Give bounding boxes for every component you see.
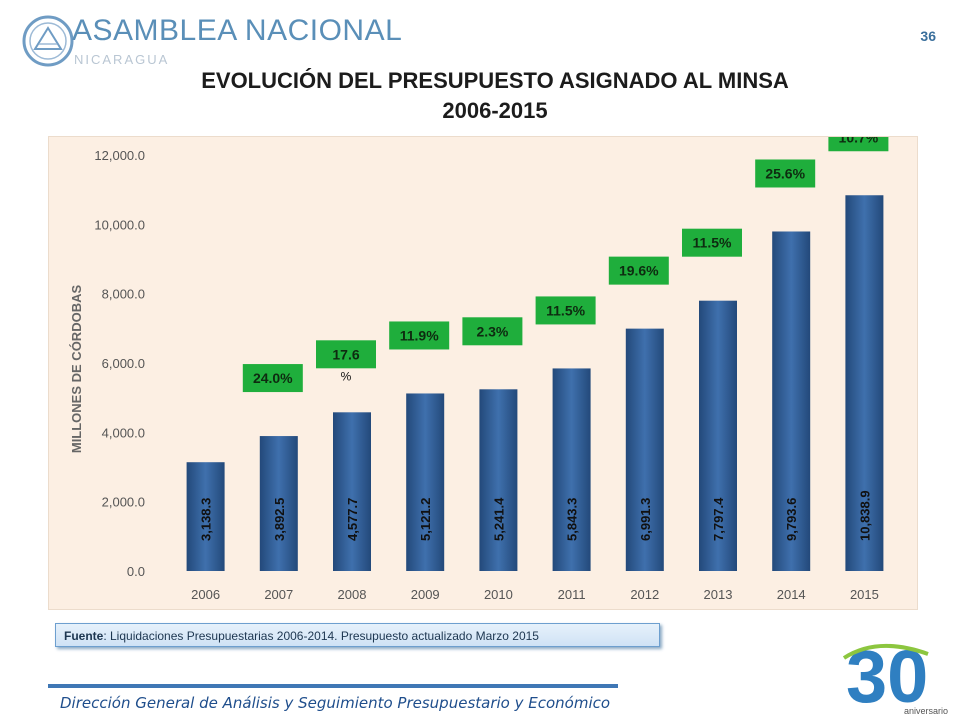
y-tick-label: 4,000.0 bbox=[102, 425, 145, 440]
growth-label: 24.0% bbox=[253, 370, 293, 386]
bar-value-label: 9,793.6 bbox=[784, 498, 799, 541]
y-tick-label: 2,000.0 bbox=[102, 495, 145, 510]
x-tick-label: 2014 bbox=[777, 587, 806, 602]
chart-area: 0.0 2,000.0 4,000.0 6,000.0 8,000.0 10,000.0 1… bbox=[48, 123, 918, 610]
growth-label: 19.6% bbox=[619, 263, 659, 279]
x-tick-label: 2006 bbox=[191, 587, 220, 602]
asamblea-logo: ASAMBLEA NACIONAL NICARAGUA bbox=[22, 12, 402, 72]
x-tick-label: 2015 bbox=[850, 587, 879, 602]
growth-box bbox=[535, 296, 596, 325]
growth-label: 10.7% bbox=[839, 137, 879, 145]
bar bbox=[625, 328, 664, 571]
bar bbox=[699, 300, 737, 571]
logo-subtitle: NICARAGUA bbox=[74, 52, 170, 67]
bar bbox=[552, 368, 591, 571]
bar-value-label: 5,121.2 bbox=[418, 498, 433, 541]
bar-value-label: 5,843.3 bbox=[565, 498, 580, 541]
page-number: 36 bbox=[920, 28, 936, 44]
logo-title: ASAMBLEA NACIONAL bbox=[72, 14, 403, 47]
anniversary-logo: 30 aniversario bbox=[838, 628, 960, 720]
y-tick-label: 6,000.0 bbox=[102, 356, 145, 371]
bar-value-label: 3,892.5 bbox=[272, 498, 287, 541]
title-line-1: EVOLUCIÓN DEL PRESUPUESTO ASIGNADO AL MI… bbox=[201, 68, 789, 93]
growth-label-suffix: % bbox=[341, 369, 352, 383]
y-tick-label: 12,000.0 bbox=[94, 148, 145, 163]
bar-value-label: 3,138.3 bbox=[199, 498, 214, 541]
growth-box bbox=[755, 159, 816, 188]
y-axis-label: MILLONES DE CÓRDOBAS bbox=[69, 285, 84, 454]
growth-label: 25.6% bbox=[765, 165, 805, 181]
bar bbox=[259, 436, 298, 571]
growth-box bbox=[389, 321, 450, 350]
growth-box bbox=[608, 256, 669, 285]
source-text: : Liquidaciones Presupuestarias 2006-201… bbox=[103, 629, 539, 643]
source-note: Fuente: Liquidaciones Presupuestarias 20… bbox=[55, 623, 660, 647]
page-title: EVOLUCIÓN DEL PRESUPUESTO ASIGNADO AL MI… bbox=[130, 66, 860, 126]
footer-divider bbox=[48, 684, 618, 688]
asamblea-seal-icon bbox=[22, 15, 74, 67]
y-tick-label: 10,000.0 bbox=[94, 217, 145, 232]
x-tick-label: 2009 bbox=[411, 587, 440, 602]
bar-value-label: 6,991.3 bbox=[638, 498, 653, 541]
bar bbox=[772, 231, 811, 571]
growth-box bbox=[682, 228, 742, 257]
growth-box bbox=[316, 340, 376, 369]
bar bbox=[333, 412, 371, 571]
source-label: Fuente bbox=[64, 629, 104, 643]
x-tick-label: 2012 bbox=[630, 587, 659, 602]
bar-value-label: 4,577.7 bbox=[345, 498, 360, 541]
growth-label: 11.9% bbox=[400, 327, 439, 343]
growth-label: 2.3% bbox=[476, 323, 508, 339]
bar-value-label: 10,838.9 bbox=[857, 490, 872, 541]
growth-box bbox=[242, 364, 303, 393]
y-tick-label: 0.0 bbox=[127, 564, 145, 579]
bar bbox=[186, 462, 225, 571]
growth-box bbox=[462, 317, 523, 346]
growth-label: 11.5% bbox=[693, 235, 732, 251]
footer-text: Dirección General de Análisis y Seguimie… bbox=[60, 694, 611, 712]
bar bbox=[406, 393, 445, 571]
bar bbox=[845, 195, 884, 571]
anniversary-30-icon: 30 aniversario bbox=[842, 635, 948, 718]
x-tick-label: 2007 bbox=[264, 587, 293, 602]
x-tick-label: 2011 bbox=[558, 587, 586, 602]
bar-chart: 0.0 2,000.0 4,000.0 6,000.0 8,000.0 10,000.0 1… bbox=[69, 123, 889, 602]
x-tick-label: 2008 bbox=[338, 587, 367, 602]
bar-value-label: 5,241.4 bbox=[491, 497, 506, 541]
anniversary-label: aniversario bbox=[904, 706, 948, 716]
bar bbox=[479, 389, 518, 571]
x-tick-label: 2013 bbox=[704, 587, 733, 602]
y-tick-label: 8,000.0 bbox=[102, 287, 145, 302]
growth-label: 17.6 bbox=[332, 346, 359, 362]
title-line-2: 2006-2015 bbox=[442, 98, 548, 123]
x-tick-label: 2010 bbox=[484, 587, 513, 602]
bar-value-label: 7,797.4 bbox=[711, 497, 726, 541]
growth-label: 11.5% bbox=[546, 302, 585, 318]
